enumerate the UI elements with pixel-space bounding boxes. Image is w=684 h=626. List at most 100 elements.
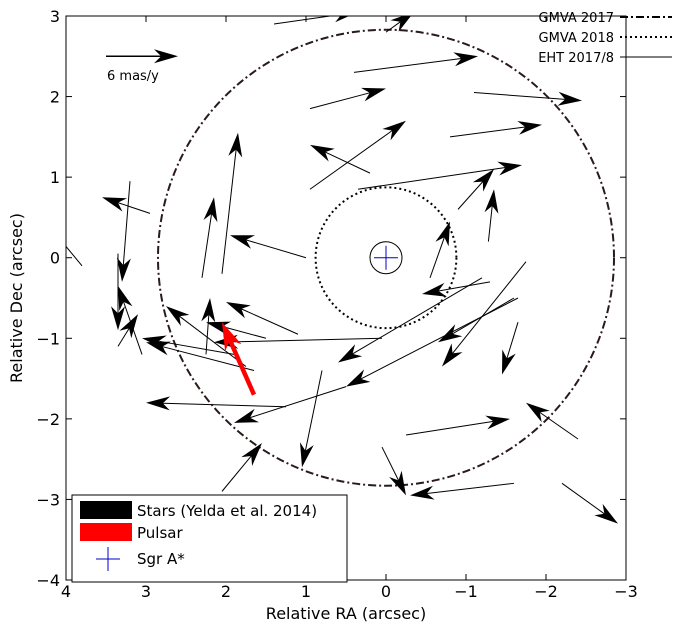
sgr-a-marker bbox=[374, 245, 398, 270]
star-arrow-shaft bbox=[66, 245, 83, 267]
star-arrow-head bbox=[497, 161, 522, 176]
pulsar-arrows bbox=[222, 322, 257, 396]
star-arrow-shaft bbox=[385, 21, 401, 33]
x-axis-title: Relative RA (arcsec) bbox=[266, 604, 426, 623]
star-arrow-head bbox=[228, 132, 243, 158]
star-arrow-shaft bbox=[309, 92, 370, 110]
star-arrow-shaft bbox=[426, 482, 515, 494]
legend-bottom-swatch-stars bbox=[80, 501, 132, 519]
star-arrow-shaft bbox=[324, 151, 371, 174]
scale-arrow-label: 6 mas/y bbox=[107, 69, 159, 84]
star-arrow-head bbox=[300, 442, 314, 468]
star-arrow-head bbox=[310, 144, 335, 162]
star-arrow-shaft bbox=[179, 315, 247, 367]
star-arrow-shaft bbox=[438, 281, 491, 292]
x-tick-label: 0 bbox=[381, 582, 391, 601]
star-arrow-shaft bbox=[309, 130, 393, 190]
star-arrow-head bbox=[502, 349, 516, 375]
legend-bottom: Stars (Yelda et al. 2014) Pulsar Sgr A* bbox=[71, 494, 348, 583]
star-arrow-head bbox=[453, 52, 478, 67]
star-arrow-head bbox=[111, 306, 125, 331]
star-arrow-shaft bbox=[561, 482, 605, 515]
x-tick-label: 1 bbox=[301, 582, 311, 601]
star-arrow-head bbox=[234, 408, 259, 423]
star-arrow-shaft bbox=[357, 167, 506, 190]
star-arrow-shaft bbox=[473, 92, 566, 100]
star-arrow-shaft bbox=[487, 205, 493, 242]
star-arrow-shaft bbox=[158, 340, 235, 355]
star-arrow-shaft bbox=[162, 402, 287, 408]
legend-bottom-label-sgra: Sgr A* bbox=[137, 550, 185, 568]
star-arrow-head bbox=[146, 396, 171, 411]
star-arrow-head bbox=[389, 470, 406, 496]
star-arrow-head bbox=[226, 302, 251, 319]
star-arrow-head bbox=[594, 503, 618, 524]
star-arrow-shaft bbox=[249, 386, 347, 419]
star-arrow-shaft bbox=[117, 202, 151, 214]
star-arrow-shaft bbox=[360, 297, 519, 380]
star-arrow-head bbox=[42, 217, 63, 240]
legend-bottom-swatch-pulsar bbox=[80, 523, 132, 541]
x-tick-label: −1 bbox=[454, 582, 478, 601]
star-arrow-head bbox=[472, 169, 494, 192]
star-arrow-shaft bbox=[201, 213, 213, 278]
star-arrow-head bbox=[557, 91, 582, 106]
star-arrow-head bbox=[526, 402, 550, 423]
y-tick-label: 1 bbox=[50, 168, 60, 187]
star-arrow-head bbox=[517, 121, 542, 135]
circle-dotted bbox=[314, 186, 458, 330]
legend-top: GMVA 2017 GMVA 2018 EHT 2017/8 bbox=[538, 11, 672, 66]
star-arrow-head bbox=[410, 485, 435, 500]
legend-top-label-1: GMVA 2018 bbox=[539, 31, 614, 46]
y-tick-label: −3 bbox=[36, 490, 60, 509]
circle-dashdot bbox=[157, 28, 615, 487]
star-arrow-shaft bbox=[539, 411, 579, 440]
star-arrow-shaft bbox=[304, 370, 323, 451]
star-arrow-head bbox=[338, 344, 363, 363]
x-tick-label: 3 bbox=[141, 582, 151, 601]
star-arrow-head bbox=[119, 314, 138, 339]
coverage-circles bbox=[157, 28, 615, 487]
star-arrow-shaft bbox=[205, 314, 210, 355]
star-arrow-shaft bbox=[381, 446, 399, 481]
star-arrow-shaft bbox=[222, 326, 267, 339]
scale-arrow-head bbox=[154, 49, 178, 64]
star-arrow-head bbox=[382, 120, 406, 141]
star-arrow-shaft bbox=[506, 322, 519, 359]
star-arrow-shaft bbox=[221, 455, 252, 492]
star-arrow-head bbox=[230, 235, 255, 249]
star-arrow-head bbox=[116, 257, 131, 282]
x-tick-label: −2 bbox=[534, 582, 558, 601]
star-arrow-shaft bbox=[245, 239, 307, 259]
legend-bottom-label-stars: Stars (Yelda et al. 2014) bbox=[137, 502, 317, 520]
star-arrow-shaft bbox=[405, 420, 494, 436]
star-arrow-head bbox=[102, 197, 127, 212]
x-tick-label: 2 bbox=[221, 582, 231, 601]
star-arrow-head bbox=[335, 16, 350, 23]
star-arrow-shaft bbox=[273, 16, 334, 25]
circle-solid bbox=[369, 241, 403, 275]
star-arrow-head bbox=[166, 306, 190, 327]
y-axis-title: Relative Dec (arcsec) bbox=[7, 213, 26, 383]
star-arrow-shaft bbox=[241, 308, 299, 335]
star-arrow-head bbox=[118, 285, 133, 311]
star-arrow-head bbox=[435, 221, 450, 247]
star-arrow-head bbox=[361, 87, 386, 102]
y-tick-label: −4 bbox=[36, 571, 60, 590]
star-arrow-shaft bbox=[353, 57, 462, 73]
legend-top-label-2: EHT 2017/8 bbox=[538, 51, 614, 66]
star-arrow-shaft bbox=[630, 391, 649, 405]
legend-bottom-label-pulsar: Pulsar bbox=[137, 524, 183, 542]
pulsar-arrow-head bbox=[222, 322, 242, 352]
y-tick-label: 2 bbox=[50, 88, 60, 107]
star-arrow-head bbox=[442, 343, 463, 367]
legend-top-label-0: GMVA 2017 bbox=[539, 11, 614, 26]
star-arrow-head bbox=[390, 16, 411, 32]
pulsar-arrow-shaft bbox=[227, 339, 257, 396]
star-arrow-shaft bbox=[457, 181, 484, 210]
star-arrow-shaft bbox=[449, 126, 526, 138]
y-tick-label: 0 bbox=[50, 249, 60, 268]
star-arrow-shaft bbox=[117, 328, 130, 347]
star-arrow-shaft bbox=[429, 237, 445, 279]
